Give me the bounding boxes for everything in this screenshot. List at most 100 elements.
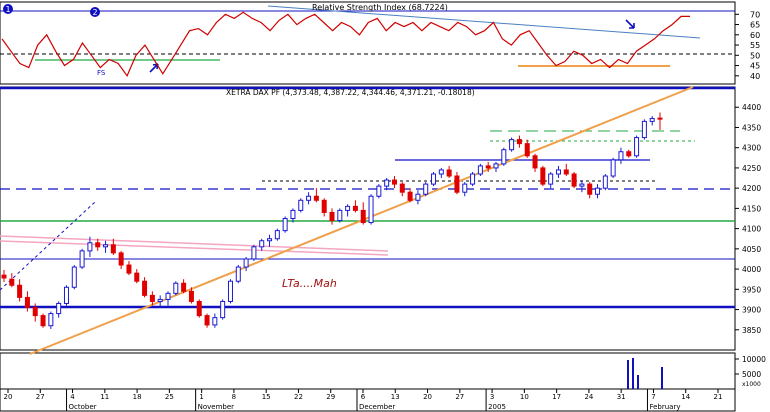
- rsi-blue-trendline: [267, 5, 701, 39]
- candle: [181, 279, 187, 294]
- candle: [274, 228, 280, 241]
- candle-body: [563, 169, 569, 175]
- volume-tick-label: 5000: [742, 370, 761, 379]
- candle-body: [446, 169, 452, 177]
- candle: [602, 173, 608, 191]
- rsi-tick-label: 60: [750, 31, 760, 40]
- candle-body: [431, 173, 437, 185]
- candle: [118, 250, 124, 270]
- candle-body: [587, 183, 593, 195]
- price-tick-label: 4150: [742, 204, 761, 213]
- candle-body: [626, 151, 632, 157]
- candle: [251, 244, 257, 261]
- candle: [142, 277, 148, 298]
- annotation-lta-mah: LTa....Mah: [282, 277, 337, 290]
- candle: [110, 238, 116, 255]
- price-title: XETRA DAX PF (4,373.48, 4,387.22, 4,344.…: [226, 88, 475, 97]
- candle: [399, 182, 405, 197]
- candle-body: [142, 280, 148, 296]
- month-label: December: [359, 403, 395, 411]
- candle-body: [267, 238, 273, 242]
- candle-body: [306, 195, 312, 201]
- x-tick-label: 7: [651, 393, 655, 401]
- rsi-tick-label: 45: [750, 62, 760, 71]
- candle: [376, 184, 382, 199]
- candle: [626, 149, 632, 158]
- x-tick-label: 21: [714, 393, 723, 401]
- candle-body: [438, 169, 444, 175]
- candle: [595, 184, 601, 199]
- candle: [446, 165, 452, 179]
- candle: [407, 188, 413, 203]
- candle: [563, 163, 569, 177]
- candle-body: [220, 300, 226, 319]
- candle: [1, 269, 7, 283]
- candle: [165, 291, 171, 306]
- candle: [470, 171, 476, 187]
- candle: [634, 135, 640, 158]
- candle-body: [282, 218, 288, 232]
- candle-body: [157, 298, 163, 302]
- candle: [391, 176, 397, 189]
- price-tick-label: 4300: [742, 144, 761, 153]
- candle-body: [9, 278, 15, 286]
- month-label: 2005: [488, 403, 506, 411]
- candle-body: [571, 173, 577, 187]
- candle: [540, 165, 546, 187]
- x-tick-label: 27: [36, 393, 45, 401]
- x-tick-label: 8: [232, 393, 236, 401]
- candle-body: [634, 137, 640, 157]
- price-tick-label: 3850: [742, 326, 761, 335]
- candle: [368, 194, 374, 225]
- candle-body: [95, 242, 101, 248]
- x-tick-label: 4: [70, 393, 75, 401]
- candle-body: [48, 313, 54, 327]
- candle: [571, 171, 577, 189]
- candle-body: [212, 317, 218, 326]
- candle: [345, 204, 351, 217]
- candle-body: [602, 175, 608, 189]
- rsi-tick-label: 55: [750, 41, 760, 50]
- candle: [618, 147, 624, 164]
- candle: [306, 192, 312, 205]
- candle: [196, 299, 202, 318]
- x-tick-label: 31: [617, 393, 626, 401]
- candle-body: [509, 139, 515, 151]
- candle-body: [63, 286, 69, 304]
- volume-panel: [0, 352, 736, 390]
- candle-body: [251, 246, 257, 260]
- candle-body: [313, 195, 319, 201]
- candle-body: [477, 165, 483, 175]
- candle-body: [516, 139, 522, 145]
- x-tick-label: 18: [133, 393, 142, 401]
- candle-body: [462, 183, 468, 193]
- candle-body: [126, 264, 132, 274]
- candle-body: [399, 183, 405, 193]
- x-tick-label: 1: [199, 393, 203, 401]
- candle: [524, 139, 530, 158]
- candle: [32, 303, 38, 322]
- price-axis: 4400 4350 4300 4250 4200 4150 4100 4050 4000 3950…: [735, 103, 761, 335]
- candle: [95, 238, 101, 251]
- candle: [267, 234, 273, 247]
- candle-body: [110, 244, 116, 254]
- candle: [493, 161, 499, 172]
- candle-body: [524, 143, 530, 157]
- candle-body: [485, 165, 491, 169]
- x-tick-label: 20: [423, 393, 432, 401]
- candle: [173, 281, 179, 296]
- candle-body: [345, 205, 351, 211]
- candle: [9, 273, 15, 288]
- candle-body: [368, 195, 374, 224]
- candle: [548, 171, 554, 189]
- candle: [204, 313, 210, 328]
- candle-body: [134, 272, 140, 282]
- marker-1-circle: [3, 4, 13, 14]
- rsi-panel: [0, 1, 736, 85]
- candle-body: [376, 185, 382, 197]
- candle: [587, 182, 593, 199]
- price-tick-label: 4000: [742, 265, 761, 274]
- candle: [501, 147, 507, 166]
- x-tick-label: 24: [584, 393, 593, 401]
- candle-body: [274, 230, 280, 240]
